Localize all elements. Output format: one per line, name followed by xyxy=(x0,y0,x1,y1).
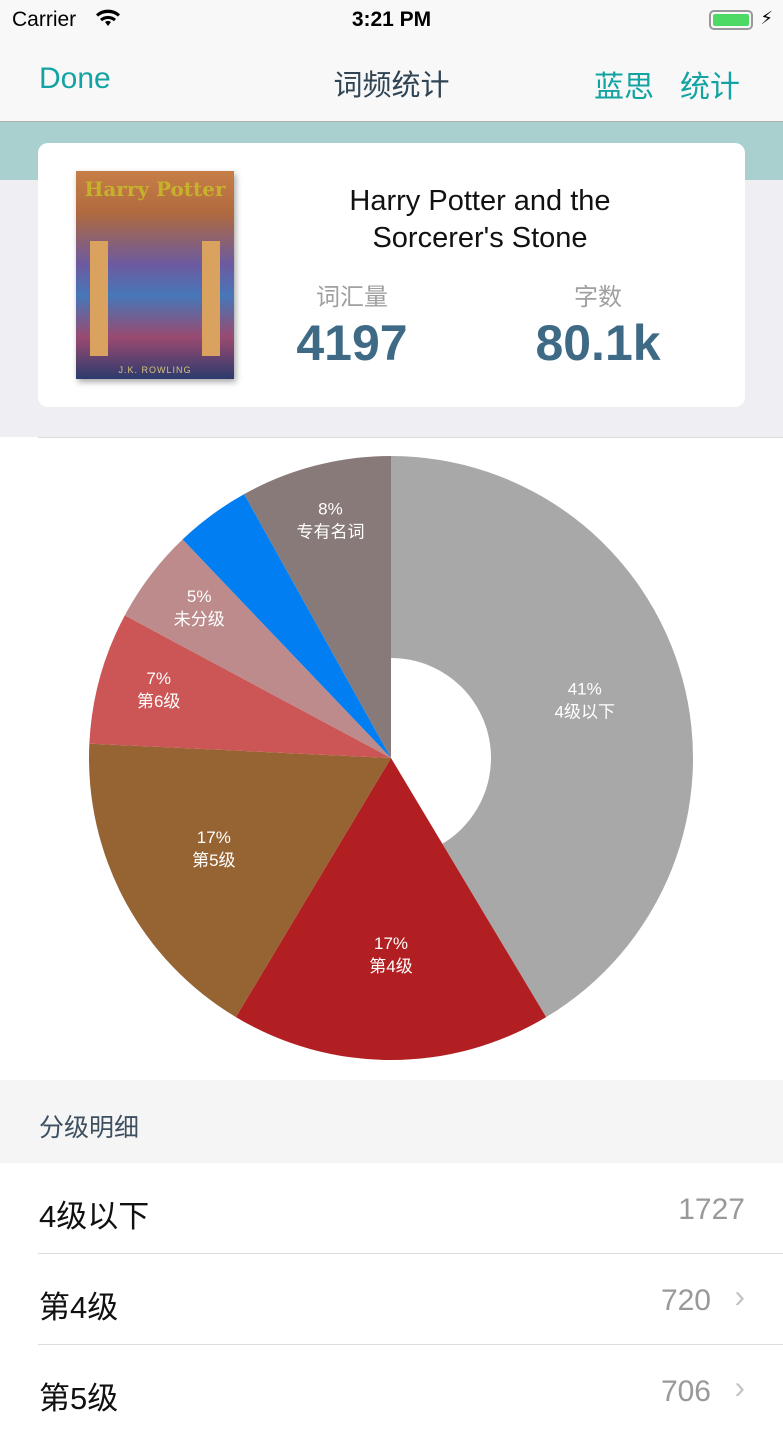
words-stat: 字数 80.1k xyxy=(518,277,678,372)
battery-icon xyxy=(709,10,753,30)
book-cover: Harry Potter J.K. ROWLING xyxy=(76,171,234,379)
level-count: 720 xyxy=(660,1284,711,1317)
slice-percent: 17% xyxy=(374,934,408,953)
clock: 3:21 PM xyxy=(351,8,432,31)
stats-button[interactable]: 统计 xyxy=(680,71,740,104)
done-button[interactable]: Done xyxy=(39,62,111,95)
book-card: Harry Potter J.K. ROWLING Harry Potter a… xyxy=(38,143,745,407)
level-name: 4级以下 xyxy=(39,1199,150,1234)
list-item[interactable]: 第4级 720 › xyxy=(0,1254,783,1345)
slice-label: 第6级 xyxy=(137,692,180,711)
level-name: 第5级 xyxy=(39,1381,119,1416)
words-value: 80.1k xyxy=(535,315,661,371)
slice-label: 专有名词 xyxy=(296,523,364,542)
wifi-icon xyxy=(96,9,120,26)
vocab-value: 4197 xyxy=(296,315,408,371)
slice-label: 第5级 xyxy=(192,851,235,870)
pie-slice[interactable] xyxy=(89,615,391,758)
pie-slice[interactable] xyxy=(124,539,391,758)
pie-slice[interactable] xyxy=(235,758,547,1060)
slice-label: 4级以下 xyxy=(554,702,614,721)
level-count: 1727 xyxy=(678,1193,745,1226)
section-header: 分级明细 xyxy=(0,1080,783,1163)
charging-icon: ⚡ xyxy=(760,8,773,28)
slice-percent: 8% xyxy=(318,500,343,519)
chevron-right-icon: › xyxy=(734,1278,745,1314)
slice-percent: 5% xyxy=(187,587,212,606)
slice-percent: 41% xyxy=(568,679,602,698)
pie-slice[interactable] xyxy=(391,456,693,1018)
level-donut-chart: 41% 4级以下 17% 第4级 17% 第5级 7% 第6级 5% 未分级 8% 专有名词 xyxy=(88,456,693,1060)
divider xyxy=(38,437,783,438)
page-title: 词频统计 xyxy=(333,70,450,102)
slice-percent: 7% xyxy=(146,669,171,688)
book-title-line: Sorcerer's Stone xyxy=(372,222,588,254)
lexile-button[interactable]: 蓝思 xyxy=(594,71,654,104)
vocab-label: 词汇量 xyxy=(316,284,388,311)
book-title: Harry Potter and the Sorcerer's Stone xyxy=(282,183,678,257)
level-name: 第4级 xyxy=(39,1290,119,1325)
words-label: 字数 xyxy=(574,284,622,311)
pie-slice[interactable] xyxy=(88,743,391,1018)
vocab-stat: 词汇量 4197 xyxy=(282,277,422,372)
slice-label: 第4级 xyxy=(369,957,412,976)
list-item[interactable]: 4级以下 1727 xyxy=(0,1163,783,1254)
carrier-label: Carrier xyxy=(12,8,77,31)
book-title-line: Harry Potter and the xyxy=(349,185,611,217)
navigation-bar: Done 词频统计 蓝思 统计 xyxy=(0,40,783,122)
pie-slice[interactable] xyxy=(182,494,391,758)
slice-percent: 17% xyxy=(197,828,231,847)
level-count: 706 xyxy=(660,1375,711,1408)
pie-slice[interactable] xyxy=(244,456,391,758)
status-bar: Carrier 3:21 PM ⚡ xyxy=(0,0,783,40)
cover-title: Harry Potter xyxy=(84,177,226,201)
cover-author: J.K. ROWLING xyxy=(118,365,192,375)
slice-label: 未分级 xyxy=(174,610,225,629)
list-item[interactable]: 第5级 706 › xyxy=(0,1345,783,1436)
chevron-right-icon: › xyxy=(734,1369,745,1405)
section-title: 分级明细 xyxy=(39,1114,140,1142)
